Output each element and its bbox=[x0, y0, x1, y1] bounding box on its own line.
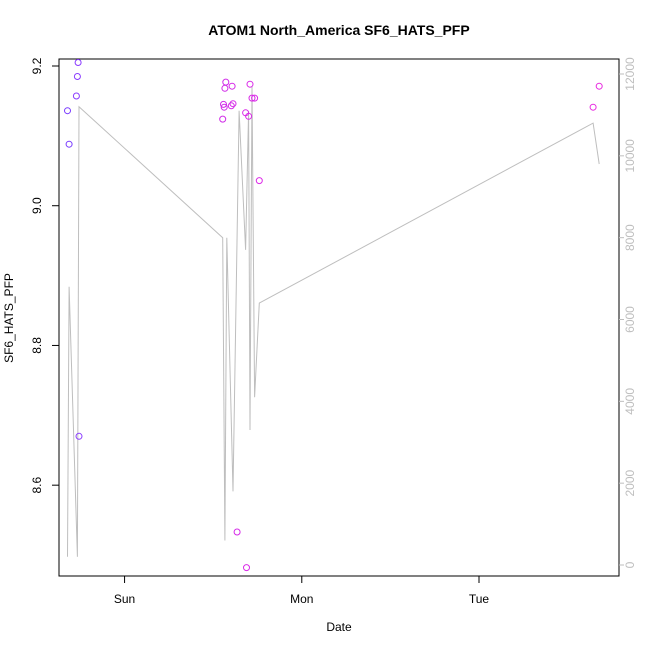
right-axis-line-layer bbox=[67, 86, 600, 557]
data-point bbox=[72, 92, 80, 100]
data-point bbox=[73, 73, 81, 80]
data-point bbox=[243, 564, 250, 572]
y-tick-label: 9.0 bbox=[30, 197, 44, 214]
y2-tick-label: 12000 bbox=[623, 57, 637, 91]
data-point bbox=[220, 100, 227, 108]
y2-tick-label: 0 bbox=[623, 561, 637, 568]
data-point bbox=[233, 528, 241, 536]
x-axis-label: Date bbox=[326, 620, 352, 634]
y2-tick-label: 8000 bbox=[623, 224, 637, 251]
y-tick-label: 8.8 bbox=[30, 337, 44, 354]
x-tick-label: Mon bbox=[290, 592, 313, 606]
data-point bbox=[228, 82, 236, 90]
y-axis: 8.6 8.8 9.0 9.2 bbox=[30, 57, 59, 494]
y-tick-label: 8.6 bbox=[30, 477, 44, 494]
data-point bbox=[251, 94, 259, 102]
chart-title: ATOM1 North_America SF6_HATS_PFP bbox=[208, 22, 469, 38]
data-point bbox=[222, 78, 230, 86]
data-point bbox=[248, 94, 256, 102]
x-axis: Sun Mon Tue bbox=[114, 576, 490, 606]
y2-tick-label: 6000 bbox=[623, 306, 637, 333]
data-point bbox=[229, 100, 237, 108]
points-layer bbox=[64, 59, 603, 572]
plot-frame bbox=[58, 58, 620, 577]
data-point bbox=[255, 177, 263, 185]
y2-tick-label: 4000 bbox=[623, 388, 637, 415]
data-point bbox=[75, 432, 83, 440]
data-point bbox=[74, 59, 82, 66]
data-point bbox=[219, 115, 227, 123]
y-tick-label: 9.2 bbox=[30, 57, 44, 74]
series-line bbox=[67, 86, 600, 557]
y-axis-label: SF6_HATS_PFP bbox=[2, 273, 16, 363]
data-point bbox=[220, 103, 228, 111]
y2-tick-label: 2000 bbox=[623, 469, 637, 496]
y2-axis: 0 2000 4000 6000 8000 10000 12000 bbox=[619, 57, 637, 568]
x-tick-label: Sun bbox=[114, 592, 135, 606]
data-point bbox=[589, 103, 597, 111]
data-point bbox=[65, 140, 73, 148]
data-point bbox=[245, 112, 253, 120]
y2-tick-label: 10000 bbox=[623, 139, 637, 173]
data-point bbox=[227, 102, 235, 110]
data-point bbox=[246, 80, 254, 88]
x-tick-label: Tue bbox=[469, 592, 490, 606]
data-point bbox=[595, 82, 603, 90]
data-point bbox=[64, 107, 71, 115]
